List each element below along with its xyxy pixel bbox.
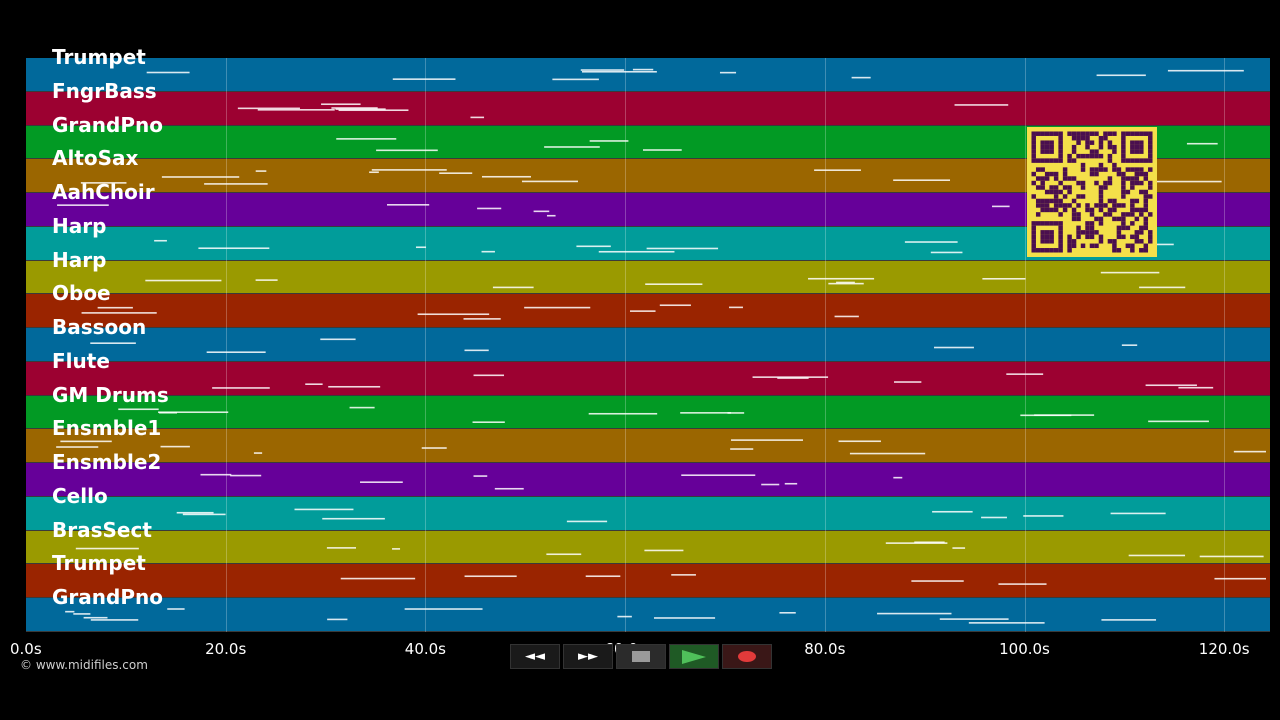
note-marks	[237, 103, 1009, 118]
track-lane	[26, 530, 1270, 565]
note-marks	[146, 68, 1244, 81]
note-marks	[90, 338, 1138, 354]
track-label: Ensmble2	[52, 450, 162, 474]
track-label: Ensmble1	[52, 416, 162, 441]
transport-controls: ◄◄ ►►	[510, 644, 775, 669]
track-lane	[26, 395, 1270, 430]
time-tick-label: 120.0s	[1198, 640, 1250, 658]
stop-button[interactable]	[616, 644, 666, 669]
note-marks	[57, 204, 1010, 217]
track-lane	[26, 91, 1270, 126]
stop-icon	[632, 651, 650, 662]
track-lane	[26, 463, 1270, 497]
track-label: Cello	[52, 483, 108, 508]
time-gridline	[824, 58, 826, 632]
time-gridline	[225, 58, 227, 632]
track-label: AahChoir	[52, 180, 155, 204]
track-lane	[26, 328, 1270, 362]
note-marks	[200, 473, 903, 490]
note-marks	[75, 540, 1264, 557]
fast-forward-icon: ►►	[578, 649, 598, 664]
rewind-button[interactable]: ◄◄	[510, 644, 560, 669]
track-label: GrandPno	[52, 112, 163, 137]
note-marks	[176, 508, 1166, 522]
time-tick-label: 20.0s	[205, 640, 247, 658]
note-marks	[65, 608, 1157, 624]
time-gridline	[425, 58, 427, 632]
time-tick-label: 40.0s	[404, 640, 446, 658]
note-marks	[212, 373, 1214, 389]
track-label: Bassoon	[52, 315, 147, 339]
qr-code-icon	[1027, 127, 1157, 257]
track-label: GM Drums	[52, 382, 169, 407]
time-tick-label: 100.0s	[999, 640, 1050, 658]
time-tick-label: 0.0s	[10, 640, 42, 658]
track-label: Trumpet	[52, 551, 146, 576]
time-gridline	[1224, 58, 1226, 632]
time-tick-label: 80.0s	[804, 640, 846, 658]
track-label: Flute	[52, 348, 110, 373]
note-marks	[81, 304, 859, 320]
track-lane	[26, 361, 1270, 396]
track-label: GrandPno	[52, 585, 163, 609]
track-lane	[26, 58, 1270, 92]
record-icon	[738, 651, 756, 662]
time-gridline	[625, 58, 627, 632]
track-lane	[26, 598, 1270, 632]
play-button[interactable]	[669, 644, 719, 669]
fast-forward-button[interactable]: ►►	[563, 644, 613, 669]
note-marks	[340, 574, 1266, 586]
time-gridline	[1024, 58, 1026, 632]
track-lane	[26, 260, 1270, 295]
rewind-icon: ◄◄	[525, 649, 545, 664]
track-label: BrasSect	[52, 517, 152, 542]
track-lane	[26, 294, 1270, 328]
track-label: Trumpet	[52, 45, 146, 69]
record-button[interactable]	[722, 644, 772, 669]
track-label: Harp	[52, 247, 107, 272]
note-marks	[336, 137, 1218, 151]
track-label: AltoSax	[52, 146, 139, 171]
note-marks	[118, 406, 1209, 423]
track-label: FngrBass	[52, 78, 157, 103]
track-lane	[26, 496, 1270, 531]
copyright-text: © www.midifiles.com	[20, 658, 148, 672]
track-label: Harp	[52, 213, 107, 238]
track-lane	[26, 564, 1270, 598]
note-marks	[56, 439, 1266, 455]
track-label: Oboe	[52, 281, 111, 306]
play-icon	[682, 649, 706, 664]
note-marks	[145, 271, 1186, 288]
track-lane	[26, 429, 1270, 463]
qr-code-graphic	[1031, 131, 1153, 253]
